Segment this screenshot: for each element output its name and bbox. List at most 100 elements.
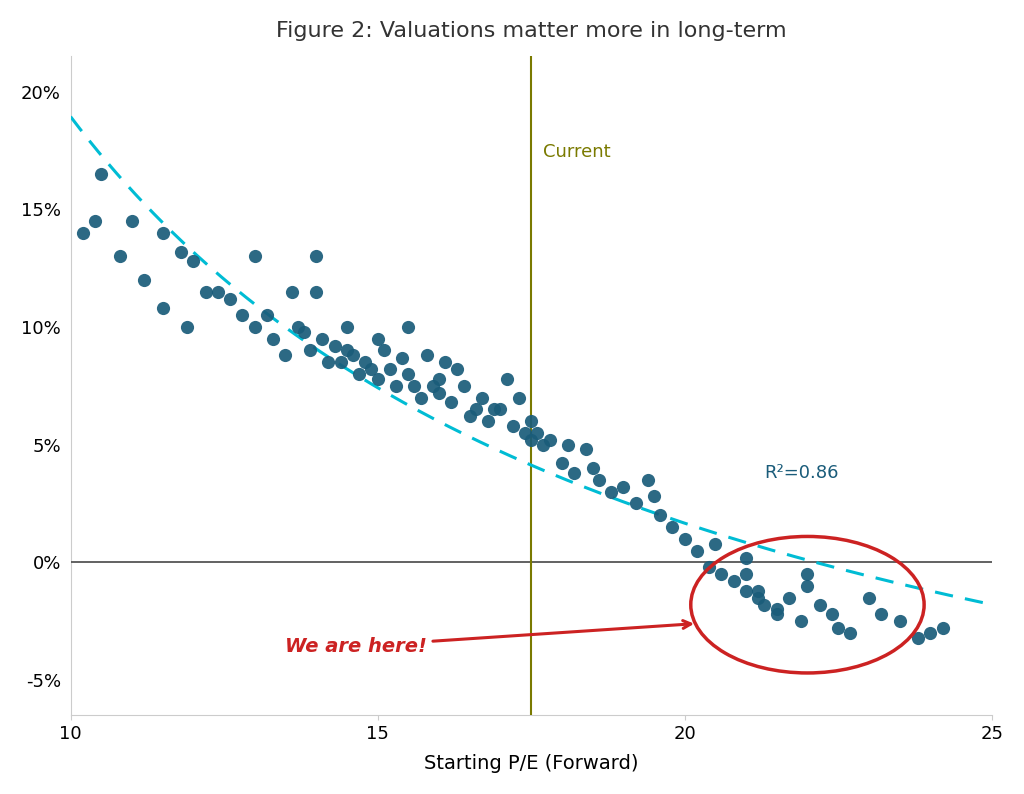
Point <box>751 584 767 597</box>
Point <box>247 250 263 263</box>
Point <box>376 344 392 357</box>
Point <box>333 356 349 368</box>
Point <box>794 615 810 627</box>
Point <box>751 592 767 604</box>
Point <box>370 372 386 385</box>
Point <box>529 426 546 439</box>
Point <box>689 544 706 557</box>
Point <box>652 509 669 522</box>
Point <box>290 321 306 333</box>
Point <box>872 607 889 620</box>
Point <box>860 592 877 604</box>
Point <box>382 363 398 376</box>
Point <box>842 626 858 639</box>
Point <box>505 419 521 432</box>
Point <box>431 372 447 385</box>
Point <box>554 457 570 470</box>
Point <box>585 462 601 475</box>
Point <box>511 391 527 404</box>
Point <box>708 538 724 550</box>
Point <box>757 599 773 611</box>
Point <box>173 245 189 258</box>
Point <box>591 473 607 486</box>
Point <box>437 356 454 368</box>
Point <box>579 443 595 456</box>
Point <box>308 285 325 298</box>
Point <box>769 607 785 620</box>
Point <box>278 349 294 361</box>
Point <box>364 363 380 376</box>
Point <box>462 410 478 422</box>
Point <box>314 333 331 345</box>
Point <box>400 368 417 380</box>
Point <box>677 533 693 545</box>
Point <box>87 214 103 227</box>
Point <box>922 626 938 639</box>
Point <box>523 414 540 427</box>
Point <box>247 321 263 333</box>
Point <box>499 372 515 385</box>
Point <box>640 473 656 486</box>
Point <box>124 214 140 227</box>
Point <box>259 309 275 322</box>
Point <box>517 426 534 439</box>
Point <box>830 622 847 634</box>
Point <box>714 568 730 580</box>
Point <box>112 250 128 263</box>
Point <box>738 584 755 597</box>
Point <box>284 285 300 298</box>
Point <box>443 396 460 409</box>
X-axis label: Starting P/E (Forward): Starting P/E (Forward) <box>424 754 638 773</box>
Point <box>628 497 644 510</box>
Point <box>934 622 950 634</box>
Point <box>75 226 91 239</box>
Point <box>536 438 552 451</box>
Point <box>357 356 374 368</box>
Point <box>781 592 798 604</box>
Point <box>474 391 490 404</box>
Point <box>234 309 251 322</box>
Point <box>431 387 447 399</box>
Point <box>265 333 282 345</box>
Text: R²=0.86: R²=0.86 <box>765 464 839 482</box>
Point <box>198 285 214 298</box>
Point <box>665 521 681 534</box>
Point <box>413 391 429 404</box>
Point <box>339 344 355 357</box>
Point <box>327 340 343 353</box>
Point <box>493 403 509 416</box>
Point <box>560 438 577 451</box>
Point <box>394 351 411 364</box>
Point <box>136 274 153 287</box>
Point <box>93 168 110 180</box>
Text: We are here!: We are here! <box>286 621 691 656</box>
Point <box>542 434 558 446</box>
Point <box>400 321 417 333</box>
Point <box>486 403 503 416</box>
Point <box>523 434 540 446</box>
Point <box>646 490 663 503</box>
Point <box>210 285 226 298</box>
Point <box>185 255 202 268</box>
Point <box>566 467 583 480</box>
Point <box>155 302 171 314</box>
Point <box>480 414 497 427</box>
Point <box>450 363 466 376</box>
Point <box>407 380 423 392</box>
Point <box>425 380 441 392</box>
Point <box>339 321 355 333</box>
Point <box>345 349 361 361</box>
Point <box>222 292 239 305</box>
Point <box>419 349 435 361</box>
Point <box>615 480 632 493</box>
Point <box>302 344 318 357</box>
Point <box>351 368 368 380</box>
Point <box>738 551 755 564</box>
Point <box>891 615 907 627</box>
Text: Current: Current <box>544 144 611 161</box>
Point <box>800 580 816 592</box>
Point <box>726 575 742 588</box>
Point <box>308 250 325 263</box>
Point <box>155 226 171 239</box>
Point <box>179 321 196 333</box>
